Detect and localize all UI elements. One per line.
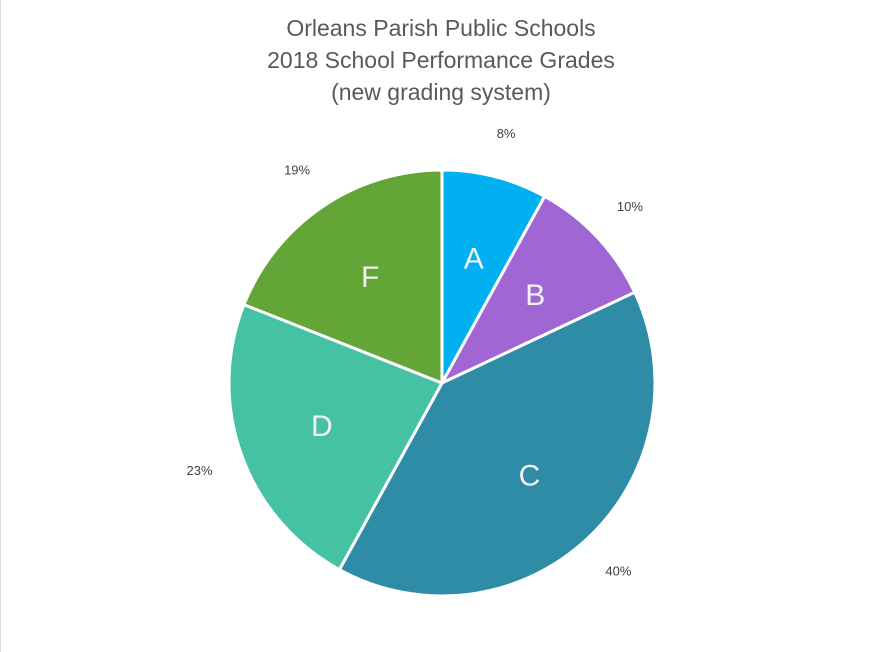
pie-slice-d — [227, 303, 444, 572]
slice-category-label-d: D — [311, 410, 333, 443]
slice-category-label-c: C — [519, 460, 541, 493]
slice-category-label-f: F — [361, 261, 379, 294]
chart-title: Orleans Parish Public Schools 2018 Schoo… — [1, 12, 880, 108]
slice-percent-label-f: 19% — [284, 162, 310, 177]
pie-slice-c — [337, 290, 657, 598]
slice-percent-label-b: 10% — [617, 199, 643, 214]
chart-title-line-3: (new grading system) — [331, 79, 551, 105]
chart-title-line-2: 2018 School Performance Grades — [267, 47, 615, 73]
slice-category-label-b: B — [525, 279, 545, 312]
slice-percent-label-a: 8% — [497, 126, 516, 141]
slice-percent-label-c: 40% — [605, 563, 631, 578]
chart-title-line-1: Orleans Parish Public Schools — [286, 15, 596, 41]
pie-slice-b — [440, 194, 637, 385]
pie-slice-a — [440, 168, 547, 385]
slice-category-label-a: A — [464, 243, 484, 276]
pie-slice-f — [242, 168, 444, 385]
slice-percent-label-d: 23% — [186, 463, 212, 478]
